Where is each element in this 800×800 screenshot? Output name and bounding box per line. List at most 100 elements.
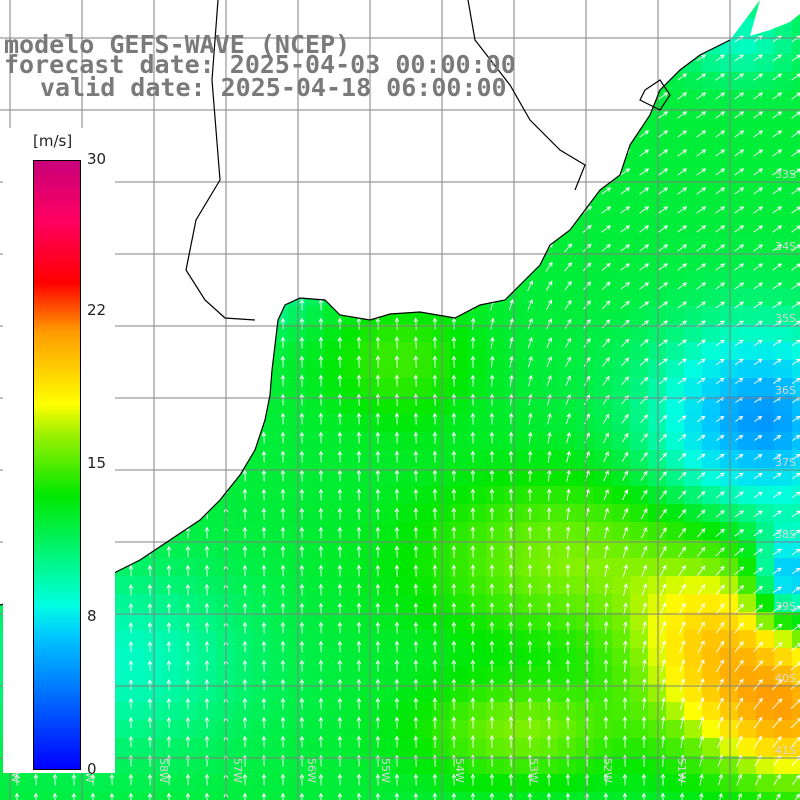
wind-arrow [791, 491, 800, 499]
wind-arrow [753, 548, 764, 556]
wind-cell [504, 792, 523, 800]
wind-cell [522, 468, 541, 487]
wind-cell [378, 720, 397, 739]
wind-cell [306, 666, 325, 685]
colorbar-tick-8: 8 [87, 607, 97, 625]
wind-cell [594, 216, 613, 235]
wind-cell [594, 558, 613, 577]
wind-cell [504, 306, 523, 325]
wind-arrow [280, 526, 286, 539]
wind-cell [576, 774, 595, 793]
wind-cell [342, 468, 361, 487]
wind-arrow [280, 621, 286, 634]
wind-arrow [565, 735, 571, 748]
wind-arrow [413, 640, 419, 653]
wind-cell [468, 576, 487, 595]
wind-cell [558, 288, 577, 307]
wind-cell [576, 216, 595, 235]
wind-arrow [432, 640, 438, 653]
wind-cell [90, 774, 109, 793]
wind-cell [684, 684, 703, 703]
wind-cell [288, 666, 307, 685]
wind-arrow [734, 510, 745, 518]
wind-cell [504, 648, 523, 667]
wind-arrow [337, 412, 343, 425]
wind-arrow [166, 640, 172, 653]
wind-cell [414, 576, 433, 595]
wind-cell [702, 216, 721, 235]
wind-arrow [280, 716, 286, 729]
wind-cell [756, 342, 775, 361]
wind-arrow [470, 336, 476, 349]
wind-cell [522, 702, 541, 721]
wind-arrow [677, 377, 687, 385]
wind-arrow [527, 488, 533, 501]
wind-arrow [128, 564, 134, 577]
wind-cell [504, 432, 523, 451]
wind-cell [486, 612, 505, 631]
wind-arrow [622, 507, 629, 520]
wind-arrow [318, 564, 324, 577]
wind-arrow [375, 621, 381, 634]
wind-arrow [603, 451, 610, 463]
wind-arrow [639, 149, 650, 157]
wind-arrow [603, 792, 609, 800]
wind-arrow [128, 773, 134, 786]
wind-arrow [242, 735, 248, 748]
wind-arrow [470, 545, 476, 558]
wind-cell [180, 720, 199, 739]
wind-cell [612, 666, 631, 685]
wind-arrow [620, 168, 631, 176]
wind-arrow [698, 716, 705, 730]
wind-cell [216, 720, 235, 739]
wind-arrow [791, 149, 800, 157]
wind-cell [774, 216, 793, 235]
wind-cell [306, 432, 325, 451]
wind-cell [738, 504, 757, 523]
wind-arrow [470, 640, 476, 653]
wind-cell [666, 648, 685, 667]
wind-arrow [299, 792, 305, 800]
wind-cell [630, 198, 649, 217]
wind-arrow [772, 716, 783, 729]
wind-cell [252, 558, 271, 577]
wind-cell [324, 648, 343, 667]
wind-arrow [489, 697, 495, 710]
wind-arrow [772, 586, 782, 594]
wind-cell [162, 594, 181, 613]
wind-cell [702, 342, 721, 361]
wind-arrow [773, 415, 782, 422]
wind-arrow [337, 545, 343, 558]
wind-cell [738, 522, 757, 541]
wind-cell [666, 630, 685, 649]
wind-cell [324, 720, 343, 739]
wind-arrow [735, 377, 744, 384]
wind-cell [684, 630, 703, 649]
wind-cell [792, 342, 800, 361]
wind-cell [648, 126, 667, 145]
wind-arrow [356, 659, 362, 672]
wind-cell [144, 594, 163, 613]
wind-arrow [603, 716, 609, 729]
wind-arrow [432, 621, 438, 634]
wind-cell [450, 378, 469, 397]
wind-cell [414, 540, 433, 559]
wind-cell [270, 522, 289, 541]
wind-cell [648, 162, 667, 181]
wind-cell [648, 702, 667, 721]
wind-arrow [639, 376, 649, 385]
wind-cell [504, 612, 523, 631]
wind-cell [504, 558, 523, 577]
wind-cell [684, 108, 703, 127]
wind-cell [414, 558, 433, 577]
wind-arrow [337, 317, 343, 330]
wind-arrow [604, 583, 609, 597]
wind-cell [648, 288, 667, 307]
wind-cell [594, 252, 613, 271]
wind-arrow [508, 621, 514, 634]
wind-arrow [658, 149, 669, 157]
wind-arrow [753, 73, 764, 81]
wind-arrow [622, 564, 629, 577]
wind-cell [360, 378, 379, 397]
wind-arrow [546, 488, 552, 501]
